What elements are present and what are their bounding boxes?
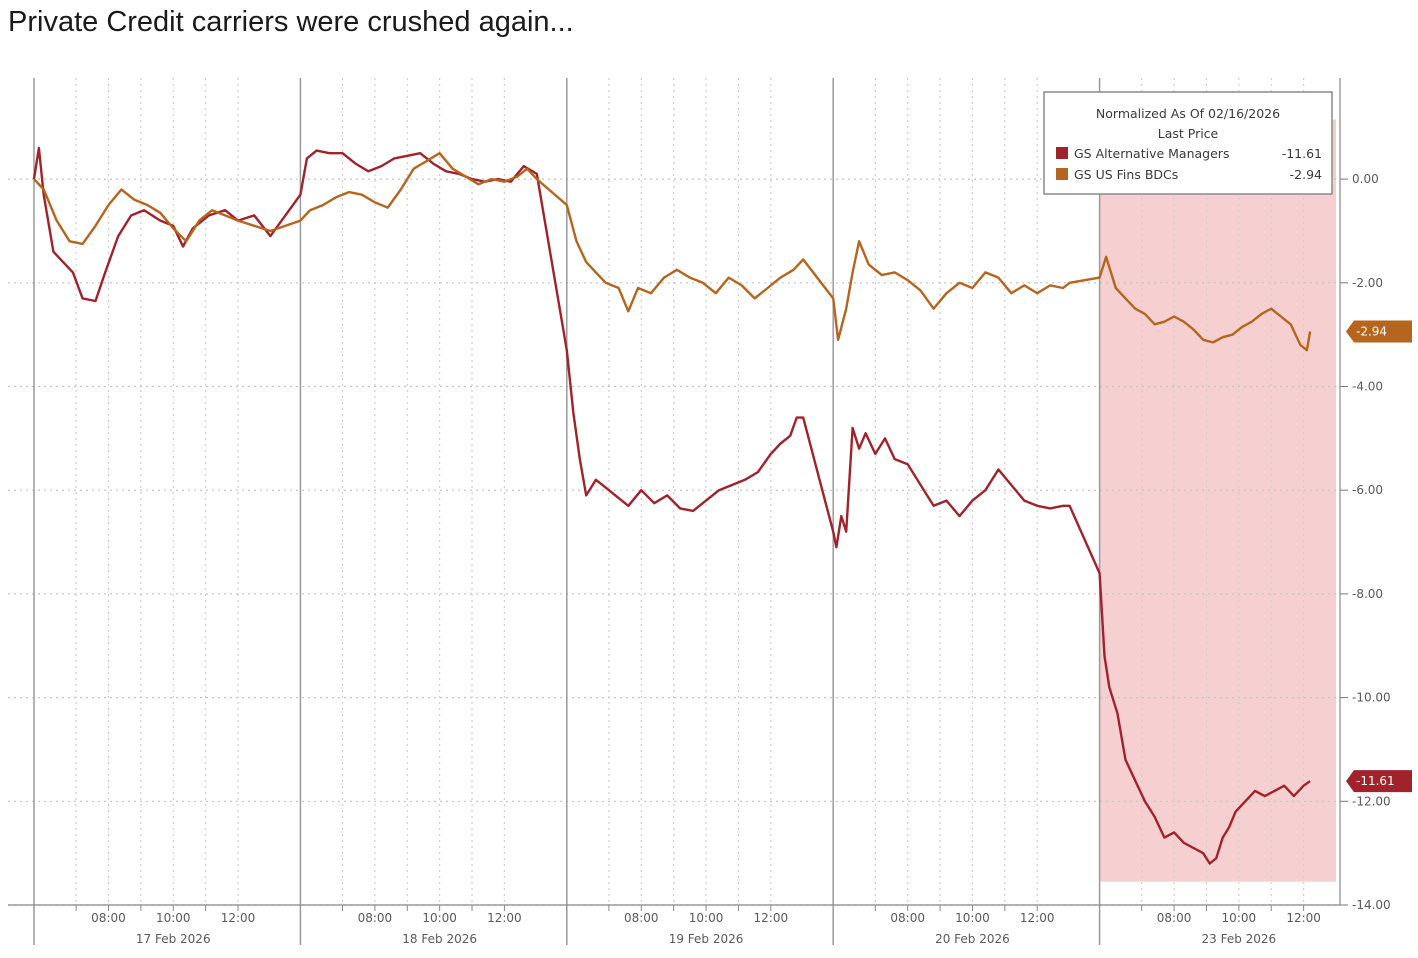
legend-subheader: Last Price — [1158, 126, 1219, 141]
x-tick-label: 10:00 — [689, 911, 724, 925]
x-tick-label: 10:00 — [422, 911, 457, 925]
y-tick-label: -8.00 — [1352, 587, 1383, 601]
chart-title: Private Credit carriers were crushed aga… — [8, 6, 574, 38]
legend-series-name: GS US Fins BDCs — [1074, 167, 1178, 182]
x-tick-label: 12:00 — [754, 911, 789, 925]
x-tick-label: 12:00 — [221, 911, 256, 925]
last-value-callout-1 — [1346, 320, 1412, 343]
series-line-0 — [32, 146, 1311, 865]
x-tick-label: 08:00 — [890, 911, 925, 925]
x-tick-label: 08:00 — [1157, 911, 1192, 925]
x-day-label: 18 Feb 2026 — [402, 932, 477, 946]
x-day-label: 23 Feb 2026 — [1202, 932, 1277, 946]
y-tick-label: -10.00 — [1352, 691, 1391, 705]
x-day-label: 20 Feb 2026 — [935, 932, 1010, 946]
x-tick-label: 08:00 — [358, 911, 393, 925]
axis-layer: 0.00 -2.00 -4.00 -6.00 -8.00 -10.00 -12.00 -14.… — [8, 78, 1412, 946]
y-tick-label: -14.00 — [1352, 898, 1391, 912]
x-day-label: 17 Feb 2026 — [136, 932, 211, 946]
legend-swatch — [1056, 168, 1068, 180]
x-tick-label: 12:00 — [1286, 911, 1321, 925]
legend-header: Normalized As Of 02/16/2026 — [1096, 106, 1280, 121]
y-tick-label: 0.00 — [1352, 172, 1379, 186]
series-line-1 — [33, 152, 1312, 352]
last-value-label-1: -2.94 — [1356, 325, 1387, 339]
x-tick-label: 12:00 — [487, 911, 522, 925]
x-tick-label: 10:00 — [156, 911, 191, 925]
series-layer — [32, 146, 1312, 865]
x-tick-label: 10:00 — [955, 911, 990, 925]
x-tick-label: 10:00 — [1222, 911, 1257, 925]
x-tick-label: 08:00 — [624, 911, 659, 925]
y-tick-label: -12.00 — [1352, 794, 1391, 808]
highlight-layer — [1099, 119, 1336, 882]
y-tick-label: -6.00 — [1352, 483, 1383, 497]
x-tick-label: 08:00 — [91, 911, 126, 925]
highlight-band — [1099, 119, 1336, 882]
last-value-label-0: -11.61 — [1356, 774, 1395, 788]
legend-series-name: GS Alternative Managers — [1074, 146, 1229, 161]
last-value-callout-0 — [1346, 770, 1412, 793]
legend-series-value: -2.94 — [1290, 167, 1322, 182]
legend-box — [1043, 91, 1333, 195]
legend-series-value: -11.61 — [1282, 146, 1322, 161]
x-day-label: 19 Feb 2026 — [669, 932, 744, 946]
legend: Normalized As Of 02/16/2026 Last Price GS … — [1043, 91, 1333, 195]
x-tick-label: 12:00 — [1020, 911, 1055, 925]
y-tick-label: -4.00 — [1352, 380, 1383, 394]
y-tick-label: -2.00 — [1352, 276, 1383, 290]
legend-swatch — [1056, 147, 1068, 159]
